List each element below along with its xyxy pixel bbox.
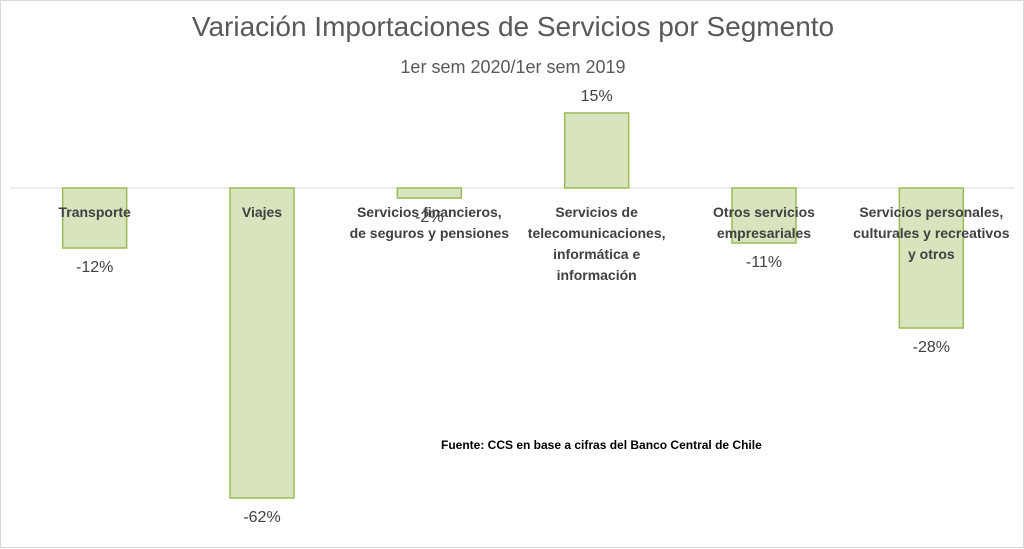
data-label: -2% <box>415 209 443 226</box>
data-label: -28% <box>913 339 950 356</box>
bar <box>563 112 630 189</box>
category-label: Viajes <box>242 204 282 220</box>
bar <box>731 187 797 244</box>
bar <box>396 187 463 199</box>
chart-subtitle: 1er sem 2020/1er sem 2019 <box>400 57 626 77</box>
category-label: Otros servicios empresariales <box>713 204 815 241</box>
category-label: Servicios personales, culturales y recrea… <box>853 204 1010 262</box>
category-label: Servicios financieros, de seguros y pensi… <box>350 204 510 241</box>
data-label: -62% <box>243 509 280 526</box>
data-label: -12% <box>76 259 113 276</box>
data-label: -11% <box>746 254 782 271</box>
category-label: Servicios de telecomunicaciones, informáti… <box>528 204 666 283</box>
source-note: Fuente: CCS en base a cifras del Banco C… <box>441 438 762 452</box>
chart-title: Variación Importaciones de Servicios por… <box>191 11 835 42</box>
data-label: 15% <box>581 88 613 105</box>
category-label: Transporte <box>58 204 131 220</box>
bar <box>898 187 965 329</box>
bar <box>61 187 128 249</box>
bar <box>229 187 295 499</box>
